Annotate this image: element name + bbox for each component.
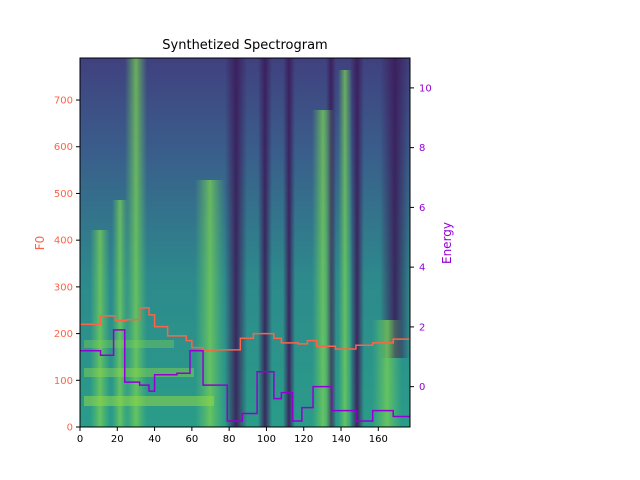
- left-y-tick-label: 300: [54, 282, 73, 293]
- x-axis: 0 20 40 60 80 100 120 140 160: [77, 427, 388, 445]
- chart-title: Synthetized Spectrogram: [162, 38, 327, 53]
- x-tick-label: 100: [257, 434, 276, 445]
- left-y-tick-label: 200: [54, 329, 73, 340]
- right-y-tick-label: 8: [419, 143, 425, 154]
- series-layer: [80, 307, 410, 422]
- right-y-tick-label: 10: [419, 83, 432, 94]
- x-tick-label: 0: [77, 434, 83, 445]
- left-y-tick-label: 100: [54, 376, 73, 387]
- x-tick-label: 80: [223, 434, 236, 445]
- left-y-axis-label: F0: [33, 236, 47, 251]
- left-y-tick-label: 400: [54, 236, 73, 247]
- left-y-tick-label: 600: [54, 142, 73, 153]
- x-tick-label: 60: [185, 434, 198, 445]
- x-tick-label: 40: [148, 434, 161, 445]
- right-y-tick-label: 0: [419, 382, 425, 393]
- right-y-tick-label: 6: [419, 203, 425, 214]
- plot-frame: [79, 57, 411, 428]
- spectrogram-background: [80, 58, 410, 427]
- energy-line: [80, 329, 410, 422]
- left-y-tick-label: 0: [67, 423, 73, 434]
- right-y-tick-label: 2: [419, 322, 425, 333]
- x-tick-label: 160: [369, 434, 388, 445]
- right-y-tick-label: 4: [419, 263, 425, 274]
- left-y-tick-label: 700: [54, 96, 73, 107]
- left-y-axis: 0 100 200 300 400 500 600 700: [54, 96, 80, 434]
- right-y-axis: 0 2 4 6 8 10: [410, 83, 432, 393]
- x-tick-label: 140: [331, 434, 350, 445]
- x-tick-label: 20: [111, 434, 124, 445]
- right-y-axis-label: Energy: [440, 222, 454, 264]
- left-y-tick-label: 500: [54, 189, 73, 200]
- x-tick-label: 120: [294, 434, 313, 445]
- f0-line: [80, 307, 410, 352]
